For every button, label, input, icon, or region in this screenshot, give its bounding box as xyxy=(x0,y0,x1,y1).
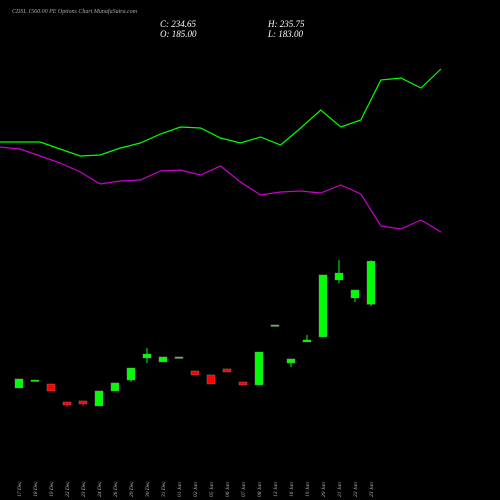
candle-body xyxy=(62,401,72,406)
x-tick-label: 02 Jan xyxy=(193,482,199,497)
candle-body xyxy=(270,324,280,327)
candle-body xyxy=(14,378,24,389)
chart-title: CDSL 1560.00 PE Options Chart MunafaSutr… xyxy=(12,8,138,15)
candle-body xyxy=(158,356,168,363)
candle-body xyxy=(334,272,344,281)
x-tick-label: 31 Dec xyxy=(161,481,167,498)
candle-body xyxy=(238,381,248,386)
stat-low: L: 183.00 xyxy=(267,29,304,39)
x-tick-label: 24 Dec xyxy=(96,481,103,497)
x-tick-label: 07 Jan xyxy=(241,482,247,497)
candle-body xyxy=(78,400,88,405)
candle-body xyxy=(30,379,40,382)
candle-body xyxy=(110,382,120,392)
stat-high: H: 235.75 xyxy=(267,19,305,29)
x-tick-label: 23 Jan xyxy=(369,482,375,497)
candle-body xyxy=(350,289,360,299)
stat-open: O: 185.00 xyxy=(160,29,197,39)
x-tick-label: 23 Dec xyxy=(81,481,87,497)
candle-body xyxy=(318,274,328,338)
stat-close: C: 234.65 xyxy=(160,19,197,29)
x-tick-label: 22 Dec xyxy=(65,481,71,497)
candle-body xyxy=(222,368,232,373)
x-tick-label: 17 Dec xyxy=(17,481,23,497)
candle-body xyxy=(366,260,376,305)
x-tick-label: 05 Jan xyxy=(209,482,215,497)
candle-body xyxy=(126,367,136,381)
x-tick-label: 08 Jan xyxy=(257,482,263,497)
x-tick-label: 30 Dec xyxy=(145,481,151,498)
x-tick-label: 20 Jan xyxy=(321,482,327,497)
x-tick-label: 19 Jan xyxy=(305,482,311,497)
x-tick-label: 16 Jan xyxy=(289,482,295,497)
overlay-line xyxy=(0,146,442,233)
x-tick-label: 12 Jan xyxy=(273,482,279,497)
x-tick-label: 22 Jan xyxy=(353,482,359,497)
candle-body xyxy=(254,351,264,386)
x-tick-label: 19 Dec xyxy=(49,481,55,497)
x-tick-label: 06 Jan xyxy=(225,482,231,497)
candle-body xyxy=(302,339,312,343)
x-tick-label: 18 Dec xyxy=(33,481,39,497)
x-tick-label: 29 Dec xyxy=(129,481,135,497)
x-tick-label: 21 Jan xyxy=(337,482,343,497)
overlay-line xyxy=(0,68,442,157)
candle-body xyxy=(142,353,152,359)
x-tick-label: 26 Dec xyxy=(113,481,119,497)
candle-body xyxy=(46,383,56,392)
candle-body xyxy=(190,370,200,376)
candle-body xyxy=(94,390,104,407)
x-tick-label: 01 Jan xyxy=(177,482,183,497)
candle-body xyxy=(174,356,184,359)
candle-body xyxy=(206,374,216,385)
candle-body xyxy=(286,358,296,364)
